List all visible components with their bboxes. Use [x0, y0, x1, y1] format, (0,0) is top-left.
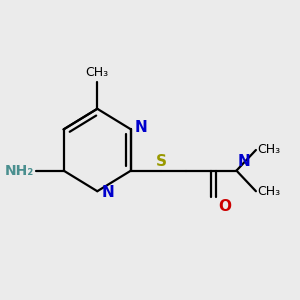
Text: O: O [218, 199, 231, 214]
Text: NH₂: NH₂ [5, 164, 34, 178]
Text: CH₃: CH₃ [257, 143, 280, 157]
Text: N: N [238, 154, 250, 169]
Text: CH₃: CH₃ [257, 185, 280, 198]
Text: CH₃: CH₃ [86, 66, 109, 79]
Text: N: N [101, 185, 114, 200]
Text: N: N [135, 120, 148, 135]
Text: S: S [156, 154, 167, 169]
